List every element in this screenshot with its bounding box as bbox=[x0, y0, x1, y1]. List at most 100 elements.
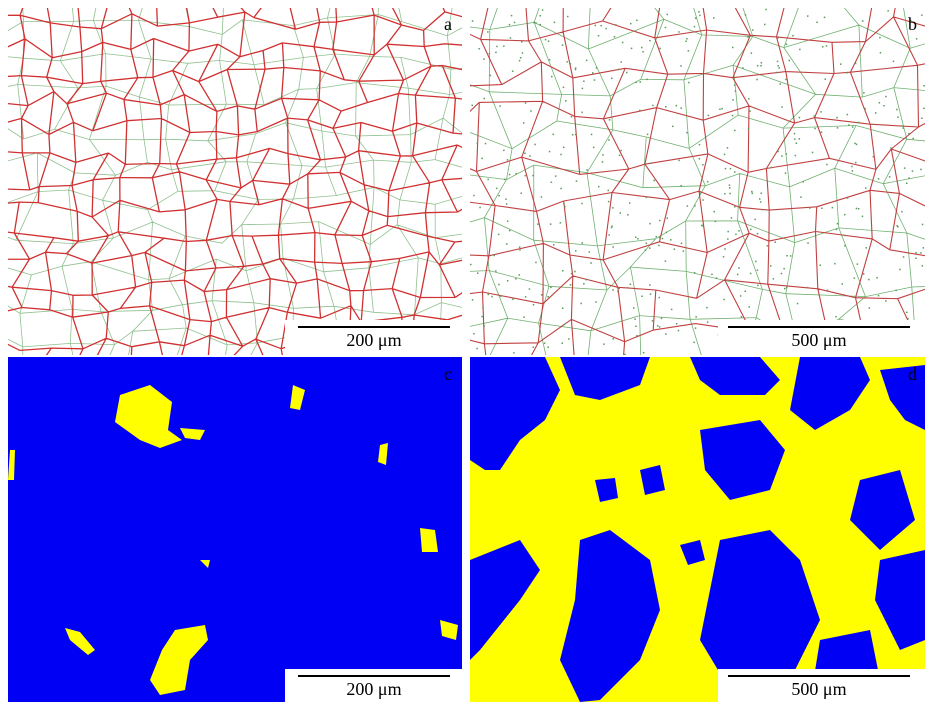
speck bbox=[816, 21, 818, 23]
speck bbox=[541, 9, 544, 11]
speck bbox=[594, 24, 596, 27]
speck bbox=[607, 108, 609, 110]
speck bbox=[865, 247, 867, 249]
speck bbox=[470, 263, 472, 266]
speck bbox=[890, 147, 892, 149]
speck bbox=[786, 255, 788, 257]
speck bbox=[785, 43, 788, 46]
speck bbox=[764, 23, 766, 26]
speck bbox=[554, 175, 557, 177]
speck bbox=[734, 206, 736, 208]
speck bbox=[592, 146, 595, 149]
speck bbox=[855, 161, 857, 164]
grain-boundary bbox=[8, 8, 462, 355]
speck bbox=[665, 106, 667, 108]
speck bbox=[476, 347, 478, 350]
speck bbox=[495, 270, 497, 272]
speck bbox=[630, 47, 633, 50]
speck bbox=[698, 143, 701, 146]
speck bbox=[608, 119, 611, 121]
speck bbox=[521, 41, 523, 43]
speck bbox=[896, 225, 898, 227]
speck bbox=[553, 21, 556, 24]
speck bbox=[664, 26, 667, 29]
speck bbox=[834, 262, 836, 265]
speck bbox=[731, 114, 734, 117]
speck bbox=[903, 167, 906, 169]
speck bbox=[512, 298, 514, 301]
speck bbox=[532, 304, 535, 306]
speck bbox=[724, 167, 727, 170]
speck bbox=[693, 341, 695, 344]
speck bbox=[854, 142, 856, 145]
speck bbox=[548, 150, 551, 153]
speck bbox=[675, 104, 677, 107]
speck bbox=[588, 251, 590, 253]
speck bbox=[561, 307, 564, 309]
speck bbox=[607, 200, 610, 203]
speck bbox=[811, 151, 814, 154]
speck bbox=[921, 117, 923, 119]
panel-label: c bbox=[444, 364, 452, 384]
speck bbox=[923, 85, 925, 87]
speck bbox=[497, 233, 500, 236]
speck bbox=[727, 238, 729, 240]
speck bbox=[626, 71, 628, 74]
speck bbox=[567, 15, 569, 18]
speck bbox=[618, 68, 620, 71]
speck bbox=[524, 152, 526, 154]
speck bbox=[844, 234, 846, 237]
speck bbox=[673, 248, 676, 250]
speck bbox=[666, 13, 668, 16]
scale-label: 200 μm bbox=[346, 330, 401, 350]
speck bbox=[778, 67, 780, 69]
speck bbox=[493, 254, 495, 257]
speck bbox=[751, 190, 753, 193]
speck bbox=[653, 179, 655, 182]
speck bbox=[759, 201, 762, 203]
speck bbox=[642, 352, 645, 354]
speck bbox=[836, 116, 838, 119]
speck bbox=[575, 180, 578, 182]
speck bbox=[608, 139, 610, 141]
speck bbox=[581, 202, 583, 205]
scale-label: 500 μm bbox=[791, 679, 846, 699]
speck bbox=[649, 39, 651, 42]
speck bbox=[561, 342, 563, 344]
speck bbox=[761, 208, 763, 211]
speck bbox=[590, 262, 592, 264]
speck bbox=[747, 128, 750, 130]
speck bbox=[901, 210, 903, 213]
speck bbox=[921, 14, 923, 16]
speck bbox=[750, 52, 753, 54]
speck bbox=[487, 293, 489, 296]
speck bbox=[568, 338, 570, 340]
speck bbox=[702, 199, 704, 201]
speck bbox=[823, 16, 826, 19]
speck bbox=[724, 193, 726, 195]
speck bbox=[756, 233, 759, 235]
speck bbox=[878, 102, 881, 104]
speck bbox=[641, 46, 643, 49]
speck bbox=[641, 295, 643, 297]
speck bbox=[489, 74, 492, 77]
speck bbox=[539, 15, 541, 17]
speck bbox=[680, 185, 682, 187]
speck bbox=[694, 17, 697, 19]
speck bbox=[564, 206, 566, 208]
speck bbox=[775, 71, 778, 74]
phase-map-c bbox=[8, 385, 458, 695]
speck bbox=[906, 311, 908, 314]
speck bbox=[735, 233, 737, 236]
speck bbox=[518, 246, 521, 248]
speck bbox=[535, 22, 537, 24]
speck bbox=[612, 246, 614, 248]
speck bbox=[659, 47, 661, 50]
speck bbox=[783, 267, 785, 270]
speck bbox=[549, 223, 552, 225]
panel-label: b bbox=[908, 14, 917, 34]
speck bbox=[749, 110, 751, 112]
speck bbox=[612, 207, 614, 209]
speck bbox=[760, 62, 763, 64]
speck bbox=[722, 256, 725, 258]
